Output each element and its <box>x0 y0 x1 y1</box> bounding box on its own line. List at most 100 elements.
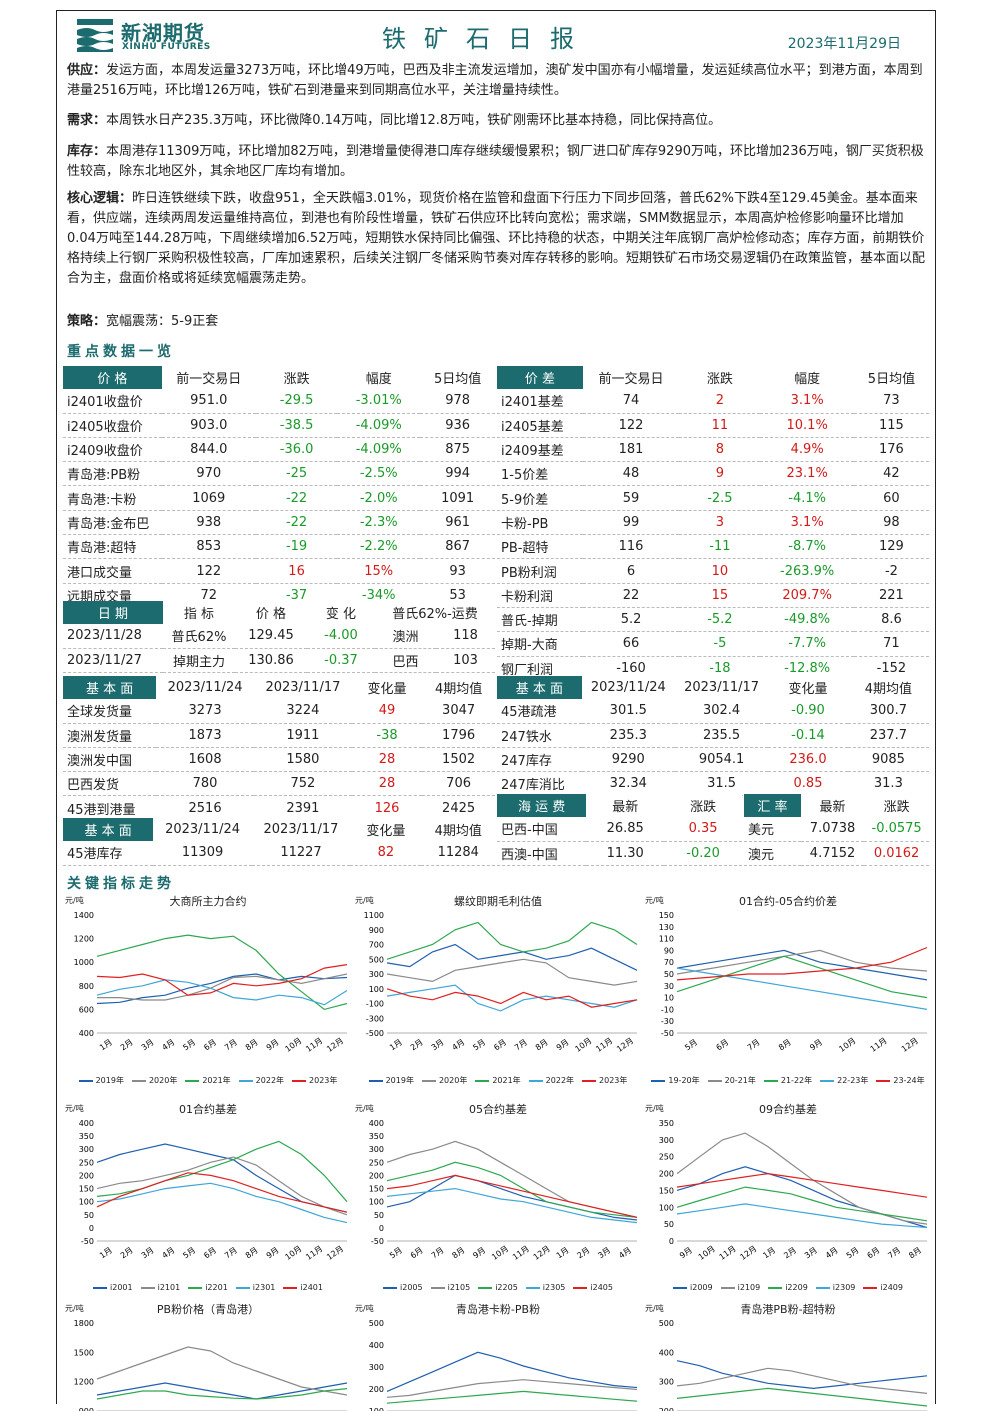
legend-item: i2205 <box>478 1283 518 1292</box>
fund1-header-1: 2023/11/24 <box>156 676 254 700</box>
spread_table-cell: 9 <box>679 461 761 487</box>
series-line-4 <box>386 1174 638 1218</box>
index_table-cell: -4.00 <box>307 624 375 649</box>
legend-swatch-icon <box>651 1079 666 1082</box>
strategy-text: 宽幅震荡：5-9正套 <box>106 314 219 329</box>
y-tick-label: 900 <box>79 1407 94 1411</box>
fund1-cell: 1796 <box>422 723 495 748</box>
y-tick-label: 500 <box>369 1319 384 1328</box>
price_table-cell: 867 <box>420 534 495 560</box>
index_table-cell: 103 <box>436 648 495 673</box>
x-tick-label: 5月 <box>471 1038 487 1053</box>
y-tick-label: 900 <box>369 926 384 935</box>
freight-cell: 0.35 <box>664 817 742 842</box>
table-row: 247铁水 235.3 235.5 -0.14 237.7 <box>497 723 929 748</box>
y-tick-label: 300 <box>659 1378 674 1387</box>
table-row: 青岛港:卡粉 1069 -22 -2.0% 1091 <box>63 485 495 511</box>
y-tick-label: 50 <box>664 970 674 979</box>
spread_table-cell: -2.5 <box>679 485 761 511</box>
fund2-cell: -0.14 <box>768 723 848 748</box>
x-tick-label: 1月 <box>761 1246 777 1261</box>
freight-header-row: 海 运 费最新 涨跌 <box>497 794 742 818</box>
table-row: 普氏-掉期 5.2 -5.2 -49.8% 8.6 <box>497 607 929 633</box>
price_table-header-3: 幅度 <box>337 366 421 390</box>
legend-swatch-icon <box>140 1286 155 1289</box>
price_table-cell: -2.5% <box>337 461 421 487</box>
legend-swatch-icon <box>815 1286 830 1289</box>
table-row: 掉期-大商 66 -5 -7.7% 71 <box>497 631 929 657</box>
price_table-cell: -2.0% <box>337 485 421 511</box>
y-tick-label: -30 <box>661 1017 674 1026</box>
y-tick-label: 30 <box>664 982 674 991</box>
fund1-header-2: 2023/11/17 <box>253 676 352 700</box>
fund3-cell: 45港库存 <box>63 841 154 866</box>
fx-cell: 美元 <box>744 817 801 842</box>
report-header: 新湖期货 XINHU FUTURES 铁矿石日报 2023年11月29日 <box>57 11 935 59</box>
y-tick-label: 100 <box>369 985 384 994</box>
fund2-cell: 31.5 <box>674 771 769 797</box>
legend-item: i2305 <box>525 1283 565 1292</box>
x-tick-label: 8月 <box>451 1246 467 1261</box>
table-row: 247库存 9290 9054.1 236.0 9085 <box>497 747 929 773</box>
legend-swatch-icon <box>430 1286 445 1289</box>
chart-title: 01合约-05合约价差 <box>739 895 837 908</box>
fund2-cell: 31.3 <box>847 771 929 797</box>
fund2-cell: 236.0 <box>768 747 848 773</box>
legend-swatch-icon <box>528 1079 543 1082</box>
series-line-4 <box>96 1172 348 1213</box>
y-tick-label: 0 <box>379 1224 384 1233</box>
price_table-cell: -22 <box>255 510 338 536</box>
fund2-header-3: 变化量 <box>768 676 848 700</box>
legend-item: 2021年 <box>185 1076 231 1085</box>
table-row: i2409基差 181 8 4.9% 176 <box>497 437 929 463</box>
x-tick-label: 9月 <box>678 1246 694 1261</box>
x-tick-label: 1月 <box>98 1246 114 1261</box>
spread_table-cell: 15 <box>679 583 761 608</box>
series-line-2 <box>676 1186 928 1222</box>
table-row: 5-9价差 59 -2.5 -4.1% 60 <box>497 485 929 511</box>
price_table-cell: 青岛港:金布巴 <box>63 510 162 536</box>
legend-swatch-icon <box>475 1079 490 1082</box>
fund3-header-1: 2023/11/24 <box>153 818 252 842</box>
legend-item: 2020年 <box>421 1076 467 1085</box>
chart-svg: 350 300 250 200 150 100 50 0 9月 10月 11月 12月 1月 2月 3月 4月… <box>659 1119 928 1262</box>
x-tick-label: 11月 <box>304 1244 324 1262</box>
fund2-cell: 247铁水 <box>497 723 582 748</box>
strategy-paragraph: 策略：宽幅震荡：5-9正套 <box>67 312 927 332</box>
x-tick-label: 8月 <box>777 1038 793 1053</box>
spread_table-cell: 卡粉利润 <box>497 583 583 608</box>
x-tick-label: 10月 <box>697 1244 717 1262</box>
series-line-1 <box>386 1140 638 1218</box>
legend-item: 23-24年 <box>876 1076 925 1085</box>
fund1-cell: 2425 <box>422 795 495 821</box>
fund1-cell: 3273 <box>156 699 254 724</box>
x-tick-label: 12月 <box>738 1244 758 1262</box>
fund2-header-0: 基 本 面 <box>497 676 582 700</box>
spread_table-cell: 42 <box>853 461 929 487</box>
fx-cell: 0.0162 <box>864 841 929 866</box>
x-tick-label: 8月 <box>244 1038 260 1053</box>
series-line-3 <box>386 984 638 1012</box>
report-title: 铁矿石日报 <box>382 25 592 53</box>
y-tick-label: 250 <box>369 1158 384 1167</box>
price_table-cell: 93 <box>420 558 495 584</box>
legend-swatch-icon <box>93 1286 108 1289</box>
x-tick-label: 9月 <box>265 1038 281 1053</box>
x-tick-label: 6月 <box>866 1246 882 1261</box>
fund1-cell: 巴西发货 <box>63 771 157 797</box>
x-tick-label: 3月 <box>140 1246 156 1261</box>
spread_table-cell: 8.6 <box>853 607 929 633</box>
index_table-cell: -0.37 <box>307 648 375 673</box>
y-tick-label: 500 <box>659 1319 674 1328</box>
brand-logo: 新湖期货 XINHU FUTURES <box>75 15 265 57</box>
table-row: 澳洲发货量 1873 1911 -38 1796 <box>63 723 495 748</box>
y-tick-label: -50 <box>661 1029 674 1038</box>
series-line-0 <box>96 1382 348 1400</box>
y-tick-label: 10 <box>664 994 674 1003</box>
spread_table-cell: -7.7% <box>760 631 854 657</box>
freight-header-2: 涨跌 <box>664 794 742 818</box>
legend-swatch-icon <box>863 1286 878 1289</box>
series-line-4 <box>96 964 348 996</box>
x-tick-label: 1月 <box>98 1038 114 1053</box>
y-tick-label: 350 <box>79 1132 94 1141</box>
